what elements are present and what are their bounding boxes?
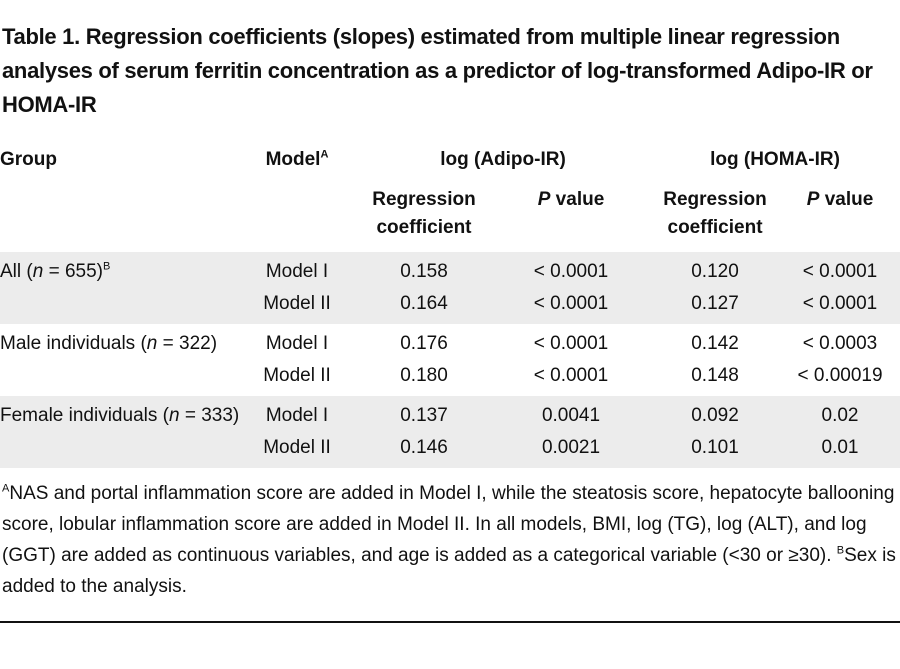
header-homa-ir: log (HOMA-IR)	[710, 149, 840, 170]
homa-p-cell: 0.02	[780, 396, 900, 432]
homa-coef-cell: 0.101	[650, 432, 781, 468]
model-cell: Model II	[263, 365, 331, 386]
header-homa-coef: Regression coefficient	[663, 189, 767, 238]
model-cell: Model I	[265, 333, 329, 354]
group-label: All (n = 655)B	[0, 252, 238, 288]
homa-p-cell: < 0.0003	[802, 333, 878, 354]
model-cell: Model II	[238, 432, 356, 468]
model-cell: Model II	[238, 288, 356, 324]
adipo-p-cell: 0.0021	[492, 432, 651, 468]
adipo-coef-cell: 0.180	[400, 365, 448, 386]
adipo-coef-cell: 0.176	[400, 333, 448, 354]
model-cell: Model I	[238, 396, 356, 432]
header-homa-p: P value	[806, 189, 874, 210]
homa-coef-cell: 0.120	[650, 252, 781, 288]
adipo-coef-cell: 0.164	[356, 288, 492, 324]
table-row: Model II 0.180 < 0.0001 0.148 < 0.00019	[0, 360, 900, 396]
homa-p-cell: < 0.0001	[780, 252, 900, 288]
homa-p-cell: < 0.00019	[797, 365, 883, 386]
table-row: Male individuals (n = 322) Model I 0.176…	[0, 324, 900, 360]
adipo-p-cell: < 0.0001	[492, 252, 651, 288]
adipo-p-cell: < 0.0001	[533, 333, 609, 354]
adipo-coef-cell: 0.158	[356, 252, 492, 288]
table-row: Model II 0.146 0.0021 0.101 0.01	[0, 432, 900, 468]
header-group: Group	[0, 149, 57, 170]
table-title: Table 1. Regression coefficients (slopes…	[2, 24, 873, 117]
group-label: Male individuals (n = 322)	[0, 333, 218, 354]
adipo-p-cell: 0.0041	[492, 396, 651, 432]
header-adipo-p: P value	[537, 189, 605, 210]
homa-p-cell: 0.01	[780, 432, 900, 468]
homa-p-cell: < 0.0001	[780, 288, 900, 324]
adipo-p-cell: < 0.0001	[533, 365, 609, 386]
model-cell: Model I	[238, 252, 356, 288]
header-adipo-coef: Regression coefficient	[372, 189, 476, 238]
homa-coef-cell: 0.148	[691, 365, 739, 386]
bottom-rule	[0, 621, 900, 623]
adipo-coef-cell: 0.137	[356, 396, 492, 432]
table-row: Model II 0.164 < 0.0001 0.127 < 0.0001	[0, 288, 900, 324]
table-footnote: ANAS and portal inflammation score are a…	[2, 482, 896, 597]
table-row: All (n = 655)B Model I 0.158 < 0.0001 0.…	[0, 252, 900, 288]
table-row: Female individuals (n = 333) Model I 0.1…	[0, 396, 900, 432]
homa-coef-cell: 0.092	[650, 396, 781, 432]
adipo-p-cell: < 0.0001	[492, 288, 651, 324]
regression-table: Group ModelA log (Adipo-IR) log (HOMA-IR…	[0, 136, 900, 468]
homa-coef-cell: 0.127	[650, 288, 781, 324]
group-label: Female individuals (n = 333)	[0, 396, 239, 432]
homa-coef-cell: 0.142	[691, 333, 739, 354]
header-row-1: Group ModelA log (Adipo-IR) log (HOMA-IR…	[0, 136, 900, 184]
adipo-coef-cell: 0.146	[356, 432, 492, 468]
header-model: ModelA	[265, 148, 329, 170]
header-adipo-ir: log (Adipo-IR)	[440, 149, 566, 170]
header-row-2: Regression coefficient P value Regression…	[0, 184, 900, 252]
